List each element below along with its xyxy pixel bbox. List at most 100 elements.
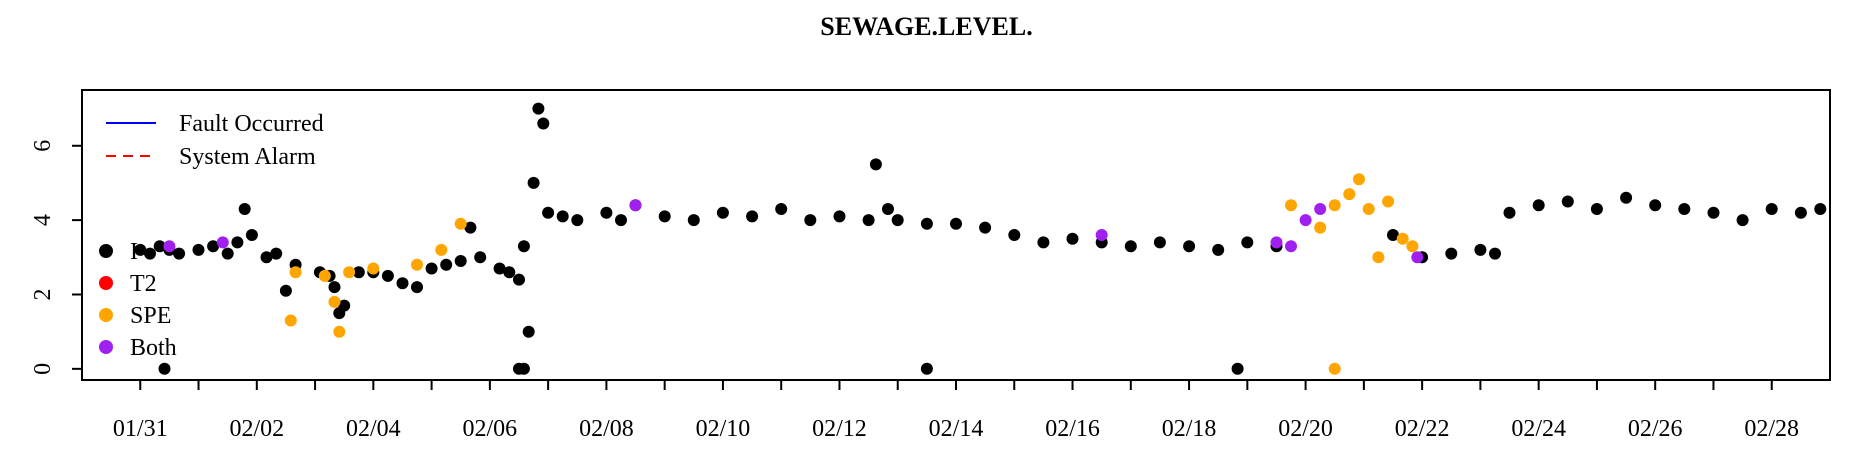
data-point <box>629 199 642 212</box>
data-point <box>775 203 788 215</box>
data-point <box>1406 240 1419 253</box>
x-tick-label: 02/08 <box>579 416 634 442</box>
data-point <box>513 273 525 286</box>
x-tick-label: 02/14 <box>929 416 984 442</box>
data-point <box>517 362 530 375</box>
data-point <box>1411 251 1424 264</box>
data-point <box>284 314 297 327</box>
series-i <box>134 102 1827 375</box>
data-point <box>615 214 627 227</box>
x-tick-label: 02/12 <box>812 416 867 442</box>
data-point <box>503 266 516 279</box>
x-tick-label: 02/02 <box>229 416 284 442</box>
data-point <box>1183 240 1196 253</box>
data-point <box>542 206 555 219</box>
data-point <box>216 236 229 249</box>
data-point <box>1285 240 1297 253</box>
data-point <box>1008 229 1021 241</box>
data-point <box>517 240 530 253</box>
data-point <box>1590 203 1603 215</box>
data-point <box>270 247 283 260</box>
data-point <box>435 243 448 256</box>
data-point <box>1328 199 1341 212</box>
points-layer <box>134 102 1827 375</box>
y-tick-label: 2 <box>30 288 56 300</box>
data-point <box>367 262 380 275</box>
x-tick-label: 02/10 <box>696 416 751 442</box>
x-tick-label: 02/24 <box>1511 416 1566 442</box>
data-point <box>163 240 176 253</box>
x-tick-label: 02/22 <box>1395 416 1450 442</box>
x-tick-label: 02/28 <box>1744 416 1799 442</box>
legend-point-label: SPE <box>130 303 171 329</box>
x-tick-label: 01/31 <box>113 416 168 442</box>
chart-title: SEWAGE.LEVEL. <box>820 12 1033 41</box>
data-point <box>440 258 453 271</box>
y-tick-label: 6 <box>30 140 56 152</box>
data-point <box>1503 206 1516 219</box>
data-point <box>207 240 220 253</box>
data-point <box>411 281 423 294</box>
data-point <box>328 281 341 294</box>
data-point <box>920 362 933 375</box>
data-point <box>1649 199 1662 212</box>
data-point <box>1396 232 1409 245</box>
data-point <box>658 210 671 223</box>
y-axis: 0 2 4 6 <box>30 140 82 375</box>
legend-point-swatch <box>99 340 113 354</box>
data-point <box>1285 199 1297 212</box>
data-point <box>687 214 700 227</box>
data-point <box>716 206 729 219</box>
data-point <box>1382 195 1395 208</box>
data-point <box>221 247 234 260</box>
legend-point-label: T2 <box>130 271 157 297</box>
data-point <box>158 362 171 375</box>
data-point <box>245 229 258 241</box>
data-point <box>556 210 569 223</box>
data-point <box>1765 203 1778 215</box>
y-tick-label: 0 <box>30 363 56 375</box>
x-tick-label: 02/26 <box>1628 416 1683 442</box>
data-point <box>338 299 351 312</box>
data-point <box>328 295 341 308</box>
data-point <box>1445 247 1458 260</box>
data-point <box>1353 173 1365 186</box>
data-point <box>862 214 875 227</box>
legend-line-label: Fault Occurred <box>179 111 324 137</box>
data-point <box>1362 203 1375 215</box>
data-point <box>1561 195 1574 208</box>
series-spe <box>284 173 1419 375</box>
data-point <box>804 214 817 227</box>
data-point <box>1387 229 1399 241</box>
data-point <box>474 251 487 264</box>
data-point <box>333 325 346 338</box>
x-tick-label: 02/04 <box>346 416 401 442</box>
data-point <box>1124 240 1137 253</box>
data-point <box>950 217 962 230</box>
data-point <box>231 236 244 249</box>
data-point <box>522 325 535 338</box>
x-tick-label: 02/16 <box>1045 416 1100 442</box>
legend-point-swatch <box>99 276 113 290</box>
data-point <box>1736 214 1749 227</box>
data-point <box>1241 236 1254 249</box>
data-point <box>173 247 186 260</box>
data-point <box>454 255 467 267</box>
data-point <box>454 217 467 230</box>
data-point <box>1314 221 1327 234</box>
legend-point-label: I <box>130 239 138 265</box>
data-point <box>192 243 205 256</box>
data-point <box>1678 203 1691 215</box>
data-point <box>1474 243 1487 256</box>
data-point <box>493 262 506 275</box>
data-point <box>1270 236 1283 249</box>
data-point <box>1314 203 1327 215</box>
data-point <box>144 247 156 260</box>
data-point <box>532 102 545 115</box>
data-point <box>425 262 438 275</box>
data-point <box>979 221 992 234</box>
x-tick-label: 02/18 <box>1162 416 1217 442</box>
data-point <box>1299 214 1312 227</box>
data-point <box>833 210 846 223</box>
